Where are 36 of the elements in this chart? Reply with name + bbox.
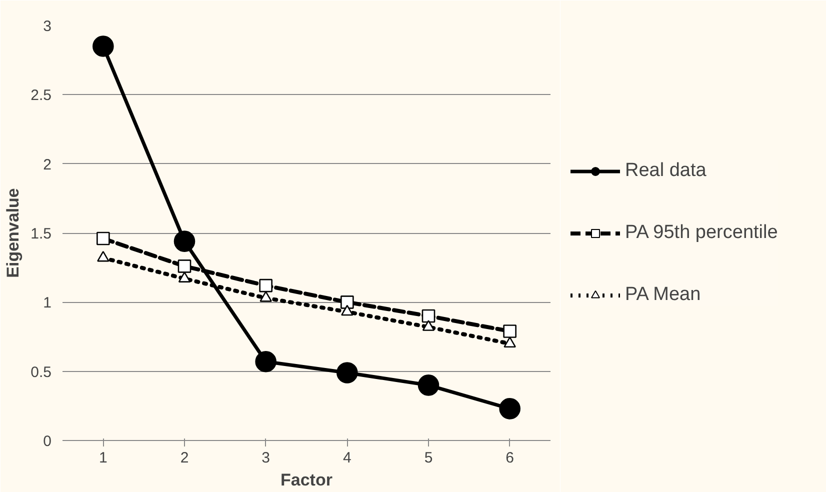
x-tick-label: 3 <box>262 450 270 466</box>
point <box>97 250 110 262</box>
point <box>422 309 436 323</box>
y-tick-label: 1 <box>43 294 52 312</box>
y-tick-label: 2.5 <box>30 87 52 104</box>
point <box>96 232 110 246</box>
point <box>92 36 114 57</box>
y-tick-label: 1.5 <box>30 226 52 242</box>
legend-label: PA Mean <box>625 284 701 306</box>
x-tick-label: 4 <box>342 450 352 466</box>
point <box>499 398 520 420</box>
x-axis-title: Factor <box>280 470 333 490</box>
point <box>503 324 516 338</box>
y-tick-label: 0.5 <box>30 364 52 381</box>
point <box>178 272 191 282</box>
y-axis-title: Eigenvalue <box>4 188 23 278</box>
x-tick-label: 1 <box>98 450 108 466</box>
y-tick-label: 3 <box>43 18 52 35</box>
x-tick-label: 5 <box>424 450 433 466</box>
point <box>418 374 440 396</box>
point <box>422 320 435 331</box>
point <box>336 362 358 384</box>
y-tick-label: 0 <box>43 433 52 450</box>
legend-label: PA 95th percentile <box>625 222 778 244</box>
point <box>341 304 354 316</box>
x-tick-label: 6 <box>506 450 514 466</box>
point <box>255 351 276 372</box>
y-tick-label: 2 <box>43 156 52 174</box>
point <box>340 296 354 309</box>
point <box>178 260 192 273</box>
x-tick-label: 2 <box>180 450 189 466</box>
point <box>174 230 196 252</box>
point <box>259 278 272 292</box>
point <box>260 291 272 302</box>
point <box>504 336 516 348</box>
legend-label: Real data <box>625 160 706 182</box>
